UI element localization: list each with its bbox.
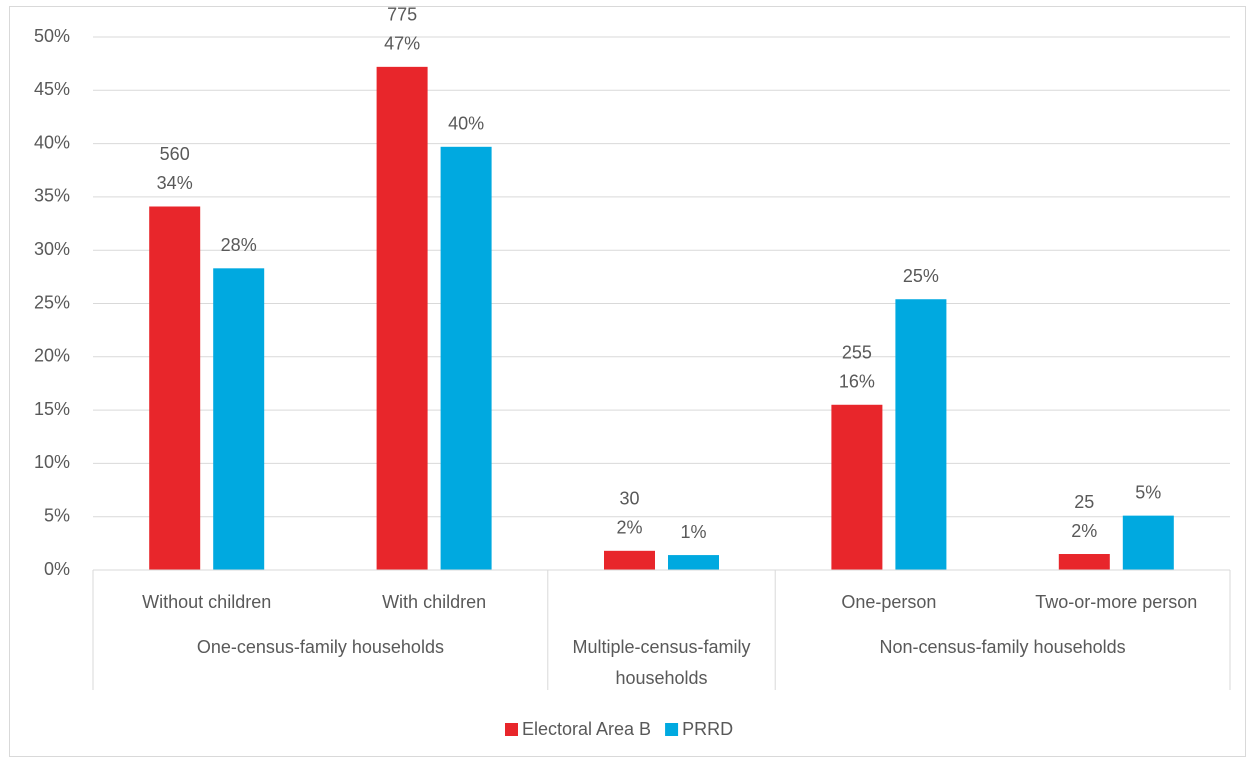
data-label: 5% xyxy=(1135,482,1161,502)
count-label: 775 xyxy=(387,5,417,25)
bar xyxy=(895,299,947,570)
y-tick-label: 15% xyxy=(34,399,70,419)
data-label: 2% xyxy=(1071,521,1097,541)
y-tick-label: 20% xyxy=(34,346,70,366)
data-label: 47% xyxy=(384,34,420,54)
data-label: 34% xyxy=(157,173,193,193)
count-label: 560 xyxy=(160,144,190,164)
group-label: Multiple-census-family households xyxy=(572,637,751,688)
y-tick-label: 45% xyxy=(34,79,70,99)
count-label: 30 xyxy=(619,489,639,509)
x-tick-label: Without children xyxy=(142,592,271,612)
chart-border xyxy=(9,6,1246,757)
y-tick-label: 30% xyxy=(34,239,70,259)
data-label: 2% xyxy=(616,518,642,538)
y-tick-label: 35% xyxy=(34,186,70,206)
y-tick-label: 0% xyxy=(44,559,70,579)
y-tick-label: 25% xyxy=(34,292,70,312)
count-label: 255 xyxy=(842,343,872,363)
bar xyxy=(213,268,265,570)
bar xyxy=(831,404,883,570)
legend-swatch xyxy=(505,723,518,736)
bar xyxy=(149,206,201,570)
legend-label: PRRD xyxy=(682,719,733,739)
bar xyxy=(668,555,719,570)
legend-swatch xyxy=(665,723,679,736)
bar xyxy=(440,146,492,570)
y-tick-label: 50% xyxy=(34,26,70,46)
y-tick-label: 5% xyxy=(44,505,70,525)
count-label: 25 xyxy=(1074,492,1094,512)
x-tick-label: With children xyxy=(382,592,486,612)
x-tick-label: Two-or-more person xyxy=(1035,592,1197,612)
data-label: 16% xyxy=(839,372,875,392)
bar xyxy=(1058,554,1110,570)
bar xyxy=(1122,515,1174,570)
bar xyxy=(604,550,655,570)
data-label: 40% xyxy=(448,114,484,134)
data-label: 28% xyxy=(221,235,257,255)
x-tick-label: One-person xyxy=(841,592,936,612)
group-label: Non-census-family households xyxy=(879,637,1126,657)
y-tick-label: 40% xyxy=(34,132,70,152)
data-label: 25% xyxy=(903,266,939,286)
legend-label: Electoral Area B xyxy=(522,719,651,739)
bar xyxy=(376,66,428,571)
y-tick-label: 10% xyxy=(34,452,70,472)
group-label: One-census-family households xyxy=(196,637,444,657)
data-label: 1% xyxy=(680,522,706,542)
